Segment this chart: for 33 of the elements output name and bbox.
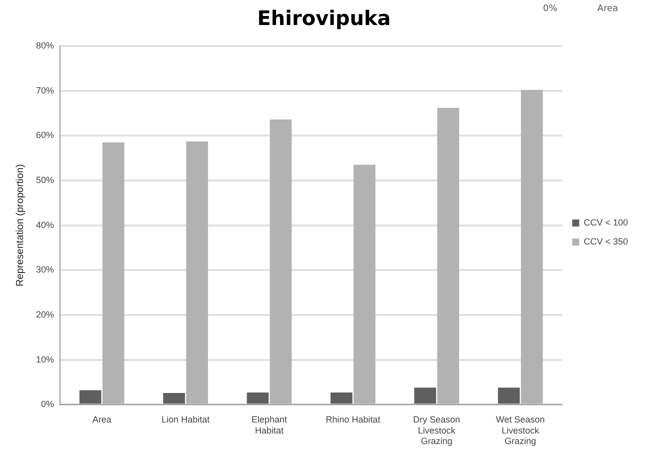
bar xyxy=(163,392,185,404)
y-tick-label: 10% xyxy=(36,354,54,364)
bar xyxy=(520,90,543,404)
x-tick-label: Elephant Habitat xyxy=(252,414,288,436)
bar xyxy=(330,392,352,404)
y-axis-title: Representation (proportion) xyxy=(14,164,26,286)
bar xyxy=(102,142,124,404)
bar xyxy=(498,388,520,404)
y-tick-label: 80% xyxy=(36,40,54,50)
bar xyxy=(437,108,460,404)
chart-title: Ehirovipuka xyxy=(257,6,391,30)
y-tick-label: 0% xyxy=(41,399,54,410)
y-tick-label: 40% xyxy=(36,220,54,230)
x-tick-label: Lion Habitat xyxy=(162,414,210,424)
bar xyxy=(246,392,269,404)
x-tick-label: Rhino Habitat xyxy=(326,414,381,424)
x-tick-label: Area xyxy=(92,414,112,424)
y-tick-label: 30% xyxy=(36,264,54,275)
bar xyxy=(270,120,292,404)
legend-label: CCV < 100 xyxy=(584,217,628,228)
bar xyxy=(79,390,102,404)
y-tick-label: 50% xyxy=(36,174,54,185)
bar xyxy=(414,388,436,404)
bar xyxy=(354,164,376,404)
x-tick-label: Wet Season Livestock Grazing xyxy=(496,414,545,446)
legend-label: CCV < 350 xyxy=(584,236,628,246)
y-tick-label: 60% xyxy=(36,130,54,140)
y-tick-label: 20% xyxy=(36,309,54,320)
text: 0% xyxy=(543,4,558,14)
text: Area xyxy=(597,4,618,14)
x-tick-label: Dry Season Livestock Grazing xyxy=(413,414,460,446)
bar xyxy=(186,141,208,404)
y-tick-label: 70% xyxy=(36,85,54,96)
